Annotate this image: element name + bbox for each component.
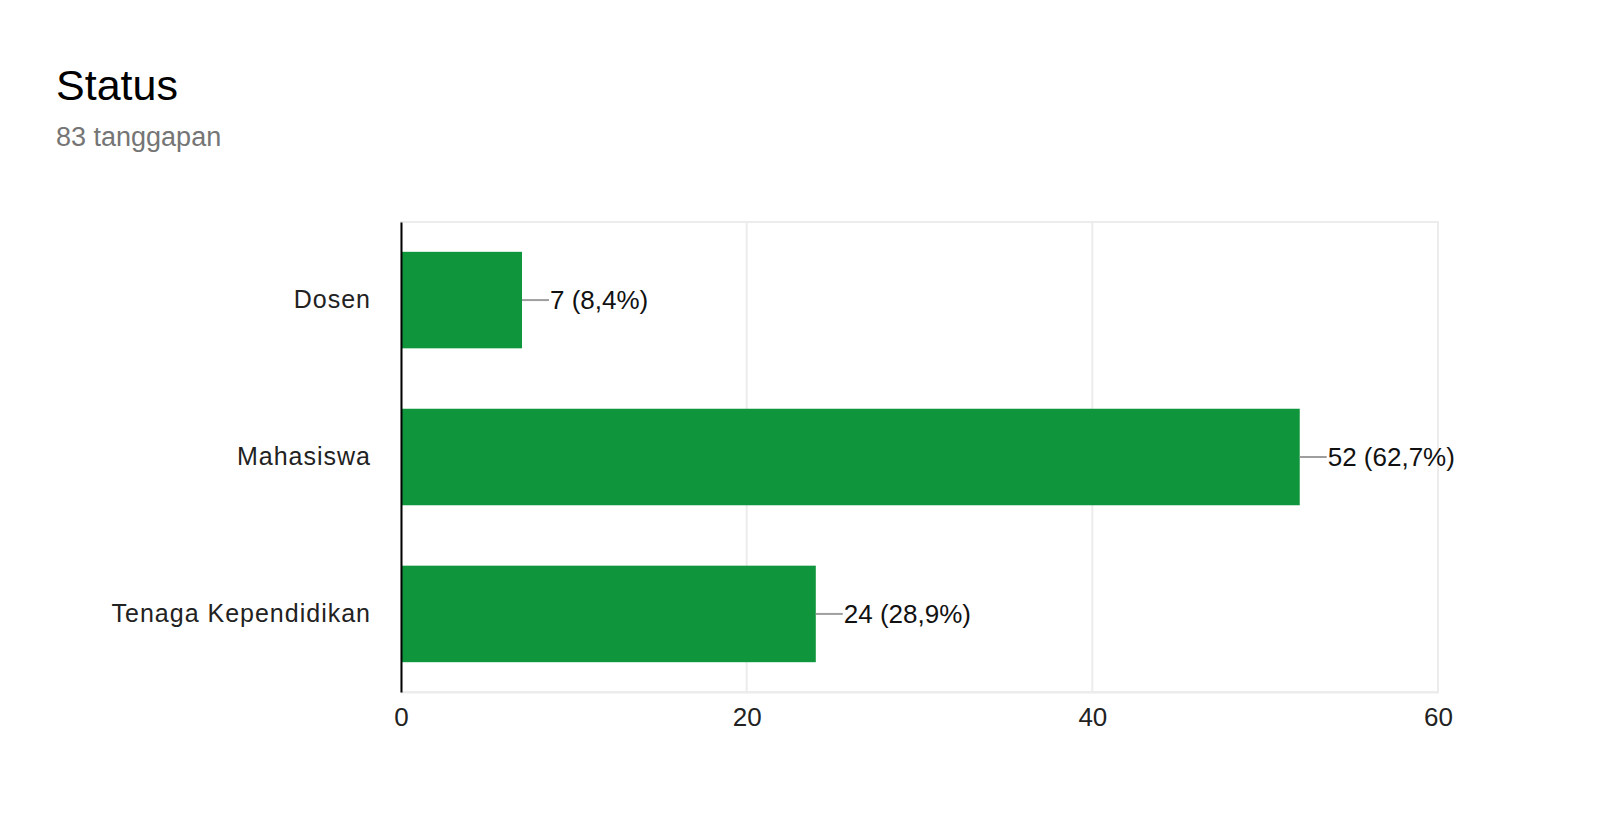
label-leader — [1300, 456, 1327, 458]
subtitle: 83 tanggapan — [56, 122, 221, 152]
x-tick-label: 40 — [1078, 702, 1107, 732]
bar — [401, 252, 522, 349]
category-label: Dosen — [294, 285, 371, 313]
data-label: 7 (8,4%) — [550, 285, 648, 315]
y-axis-line — [401, 223, 403, 693]
category-label: Mahasiswa — [237, 442, 371, 470]
x-tick: 0 — [394, 692, 408, 732]
x-tick: 40 — [1078, 692, 1107, 732]
x-tick: 60 — [1424, 692, 1453, 732]
grid-line — [400, 222, 402, 692]
x-tick-label: 60 — [1424, 702, 1453, 732]
y-tick: Tenaga Kependidikan — [112, 599, 401, 627]
grid — [401, 222, 1438, 692]
bars — [401, 252, 1300, 662]
x-tick-label: 20 — [733, 702, 762, 732]
x-axis-line — [402, 692, 1439, 694]
y-tick: Mahasiswa — [237, 442, 401, 470]
data-label: 52 (62,7%) — [1328, 442, 1455, 472]
label-leader — [522, 299, 549, 301]
x-axis: 0 20 40 60 — [394, 692, 1453, 732]
chart: Status 83 tanggapan 0 20 40 60 Dosen Mahasiswa T… — [0, 0, 1600, 830]
x-tick-label: 0 — [394, 702, 408, 732]
plot-frame — [401, 222, 1438, 692]
y-axis: Dosen Mahasiswa Tenaga Kependidikan — [112, 223, 402, 693]
title: Status — [56, 61, 178, 109]
data-label: 24 (28,9%) — [844, 599, 971, 629]
bar — [401, 566, 816, 663]
y-tick: Dosen — [294, 285, 401, 313]
bar — [401, 409, 1300, 506]
category-label: Tenaga Kependidikan — [112, 599, 371, 627]
data-labels: 7 (8,4%) 52 (62,7%) 24 (28,9%) — [522, 285, 1455, 629]
label-leader — [816, 613, 843, 615]
x-tick: 20 — [733, 692, 762, 732]
